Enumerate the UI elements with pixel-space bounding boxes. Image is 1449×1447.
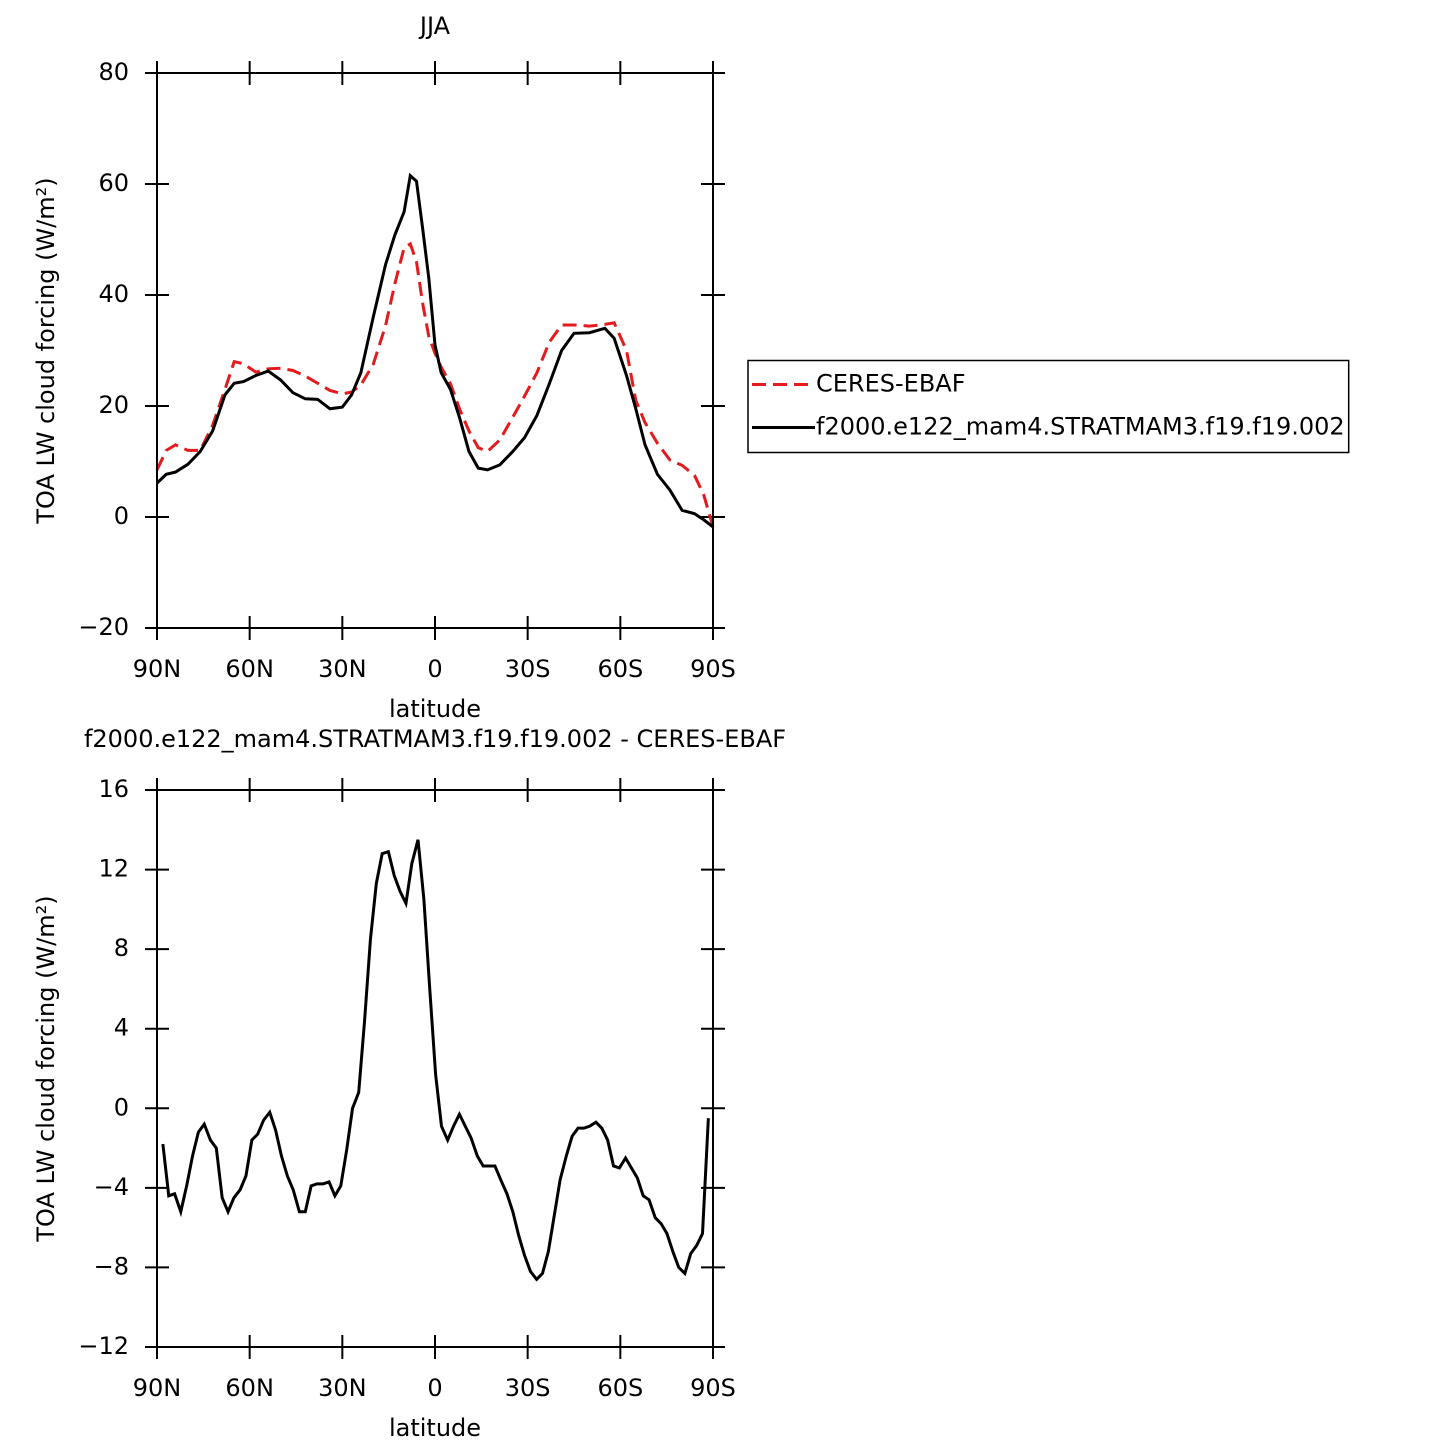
- legend-frame: [747, 359, 1350, 454]
- x-tick-label: 90S: [690, 1374, 736, 1402]
- legend: CERES-EBAF f2000.e122_mam4.STRATMAM3.f19.…: [747, 359, 1350, 454]
- x-tick-label: 30S: [505, 655, 551, 683]
- plot: f2000.e122_mam4.STRATMAM3.f19.f19.002 - …: [32, 725, 786, 1442]
- x-tick-label: 30N: [318, 1374, 367, 1402]
- legend-label: f2000.e122_mam4.STRATMAM3.f19.f19.002: [816, 413, 1345, 441]
- data-line: [155, 241, 715, 528]
- x-tick-label: 60N: [225, 655, 274, 683]
- x-tick-label: 90N: [133, 1374, 182, 1402]
- y-tick-label: 20: [98, 391, 129, 419]
- y-tick-label: −12: [78, 1332, 129, 1360]
- plot-frame: [156, 789, 714, 1348]
- y-tick-label: 80: [98, 58, 129, 86]
- legend-label: CERES-EBAF: [816, 370, 966, 398]
- chart-title: f2000.e122_mam4.STRATMAM3.f19.f19.002 - …: [84, 725, 786, 753]
- x-tick-label: 60S: [597, 655, 643, 683]
- y-tick-label: 16: [98, 775, 129, 803]
- x-tick-label: 30N: [318, 655, 367, 683]
- data-line: [161, 839, 710, 1282]
- x-axis-label: latitude: [389, 1414, 481, 1442]
- x-axis-label: latitude: [389, 695, 481, 723]
- y-axis-label: TOA LW cloud forcing (W/m²): [32, 895, 60, 1242]
- x-tick-label: 60N: [225, 1374, 274, 1402]
- x-tick-label: 90S: [690, 655, 736, 683]
- x-tick-label: 0: [427, 655, 442, 683]
- y-tick-label: −4: [94, 1173, 129, 1201]
- y-tick-label: 40: [98, 280, 129, 308]
- x-tick-label: 0: [427, 1374, 442, 1402]
- y-tick-label: 60: [98, 169, 129, 197]
- y-tick-label: −20: [78, 613, 129, 641]
- x-tick-label: 30S: [505, 1374, 551, 1402]
- y-axis-label: TOA LW cloud forcing (W/m²): [32, 177, 60, 524]
- y-tick-label: 0: [114, 502, 129, 530]
- plot: JJA latitude TOA LW cloud forcing (W/m²) −2…: [32, 12, 1350, 723]
- y-tick-label: 12: [98, 855, 129, 883]
- y-tick-label: 4: [114, 1014, 129, 1042]
- x-tick-label: 60S: [597, 1374, 643, 1402]
- y-tick-label: 8: [114, 934, 129, 962]
- plot-frame: [156, 72, 714, 629]
- y-tick-label: 0: [114, 1093, 129, 1121]
- y-tick-label: −8: [94, 1252, 129, 1280]
- chart-title: JJA: [418, 12, 451, 40]
- x-tick-label: 90N: [133, 655, 182, 683]
- data-line: [155, 172, 714, 529]
